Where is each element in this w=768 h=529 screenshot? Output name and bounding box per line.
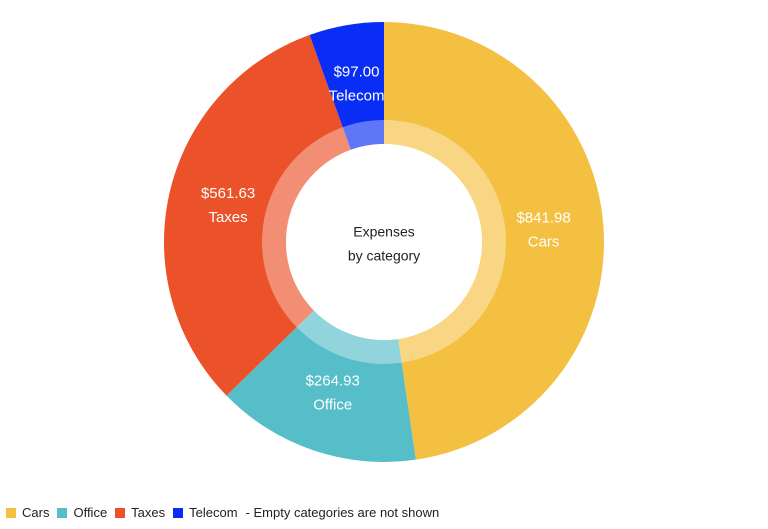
value-label: $264.93 — [306, 373, 360, 390]
legend-swatch — [173, 507, 184, 518]
center-text: by category — [348, 248, 420, 264]
inner-ring — [262, 120, 506, 364]
legend-item: Telecom — [173, 505, 238, 520]
value-label: $841.98 — [516, 209, 570, 226]
legend-label: Cars — [22, 505, 50, 520]
slice — [384, 22, 604, 460]
center-text: Expenses — [353, 224, 414, 240]
legend-swatch — [57, 507, 68, 518]
slice-label: Cars — [528, 233, 560, 250]
legend-note: - Empty categories are not shown — [245, 505, 440, 520]
legend-label: Office — [73, 505, 108, 520]
slice — [226, 310, 416, 462]
legend-item: Taxes — [115, 505, 165, 520]
slices — [164, 22, 604, 462]
chart: Expenses by category $841.98 Cars $264.93 O… — [164, 22, 604, 462]
value-label: $561.63 — [201, 185, 255, 202]
donut-hole — [286, 144, 482, 340]
legend: Cars Office Taxes Telecom - Empty categories… — [6, 505, 439, 520]
slice-label: Office — [313, 397, 352, 414]
value-label: $97.00 — [334, 63, 380, 80]
legend-label: Telecom — [189, 505, 238, 520]
slice-label: Taxes — [208, 209, 247, 226]
legend-swatch — [115, 507, 126, 518]
slice-label: Telecom — [329, 87, 385, 104]
slice — [309, 22, 384, 150]
legend-swatch — [6, 507, 16, 518]
legend-label: Taxes — [131, 505, 166, 520]
legend-item: Cars — [6, 505, 49, 520]
legend-item: Office — [57, 505, 107, 520]
slice — [164, 34, 351, 396]
